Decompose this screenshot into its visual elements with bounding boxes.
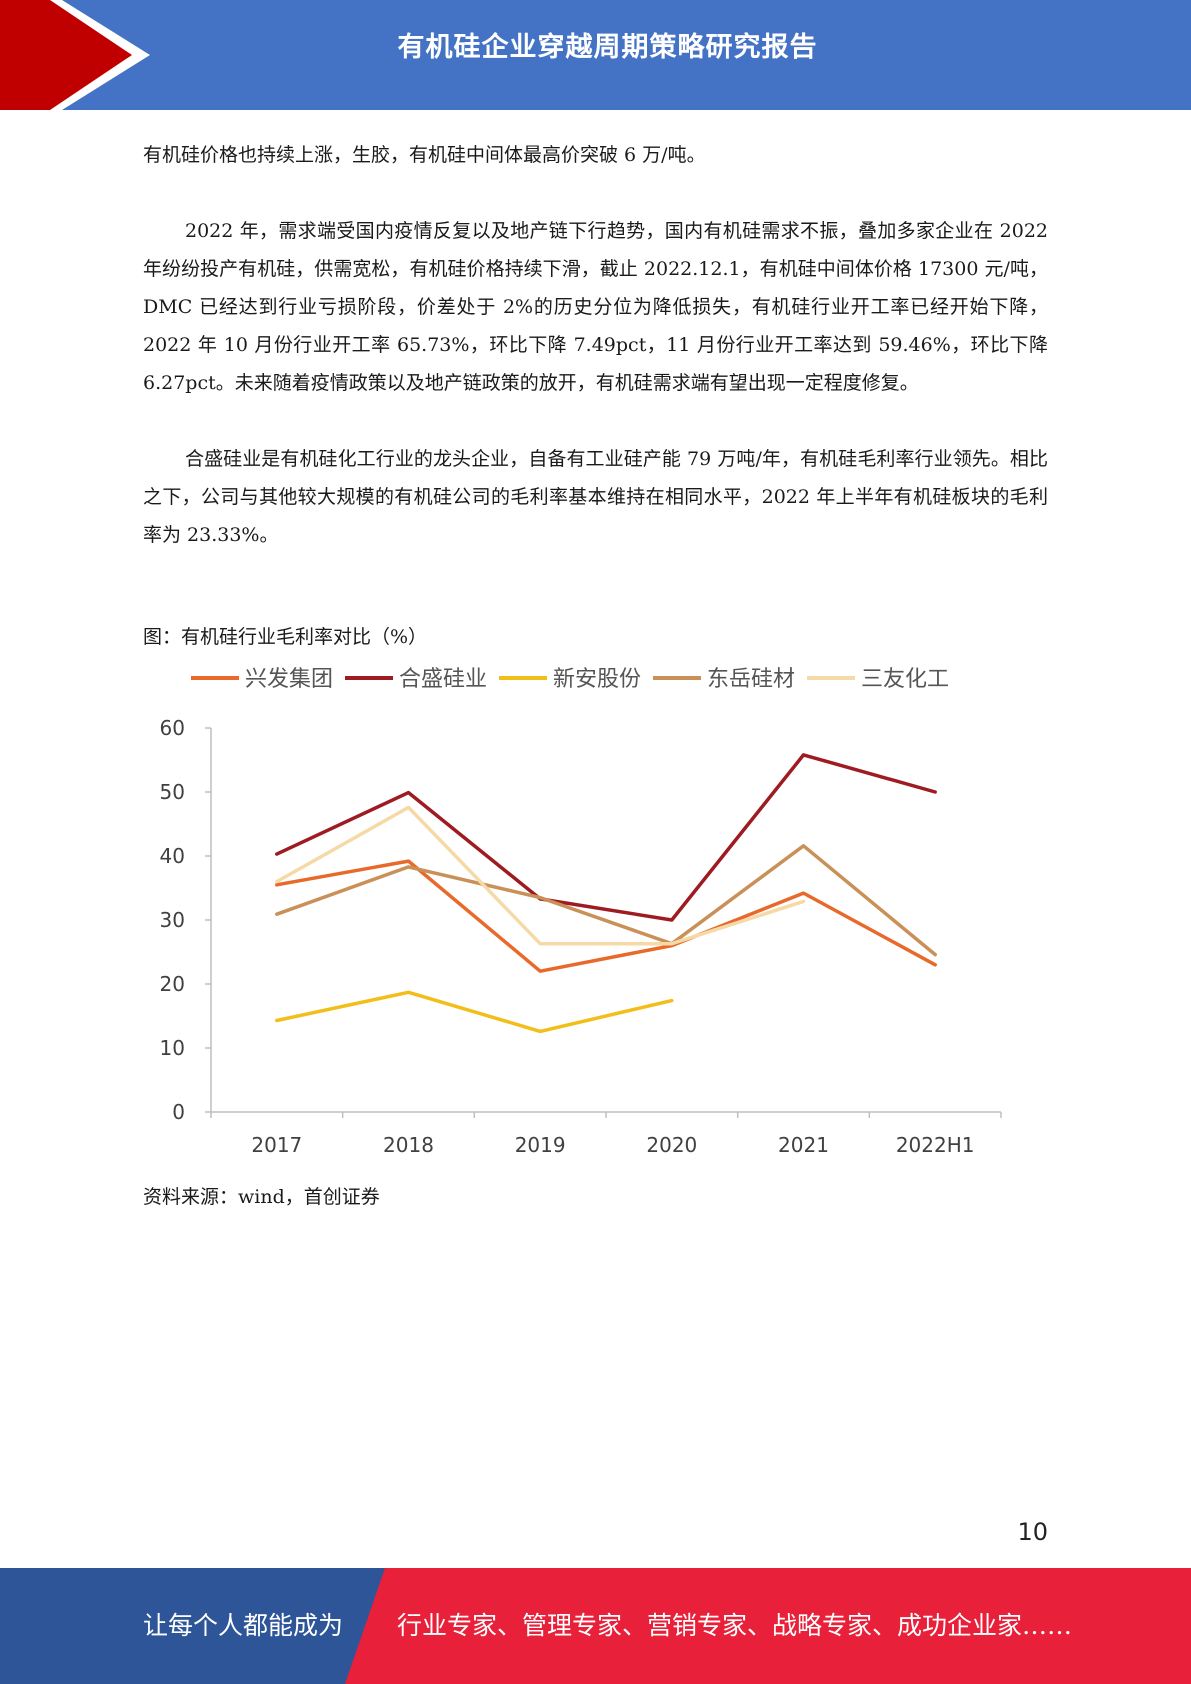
- chart-axes: 0 10 20 30 40 50 60 2017 2018 2019 2020 2021 2022H1: [160, 716, 1002, 1157]
- body-text: 有机硅价格也持续上涨，生胶，有机硅中间体最高价突破 6 万/吨。 2022 年，…: [143, 136, 1048, 554]
- chart-legend: 兴发集团 合盛硅业 新安股份 东岳硅材 三友化工: [191, 667, 949, 692]
- legend-label: 新安股份: [553, 667, 641, 692]
- series-line: [275, 859, 937, 973]
- y-tick-label: 0: [172, 1100, 185, 1124]
- y-tick-label: 20: [160, 972, 185, 996]
- x-tick-label: 2021: [778, 1133, 829, 1157]
- line-chart-svg: 兴发集团 合盛硅业 新安股份 东岳硅材 三友化工 0 10 20 30 40 50 60 2017 20…: [160, 667, 1002, 1157]
- x-tick-label: 2022H1: [896, 1133, 975, 1157]
- series-line: [275, 805, 806, 946]
- paragraph-2: 2022 年，需求端受国内疫情反复以及地产链下行趋势，国内有机硅需求不振，叠加多…: [143, 220, 1048, 394]
- gross-margin-chart: 兴发集团 合盛硅业 新安股份 东岳硅材 三友化工 0 10 20 30 40 50 60 2017 20…: [143, 656, 1023, 1176]
- x-tick-label: 2018: [383, 1133, 434, 1157]
- series-line: [275, 990, 674, 1034]
- legend-label: 东岳硅材: [707, 667, 795, 692]
- legend-label: 兴发集团: [245, 667, 333, 692]
- paragraph-3: 合盛硅业是有机硅化工行业的龙头企业，自备有工业硅产能 79 万吨/年，有机硅毛利…: [143, 448, 1048, 546]
- page-header: 有机硅企业穿越周期策略研究报告: [0, 0, 1191, 110]
- y-tick-label: 40: [160, 844, 185, 868]
- footer-background: [0, 1568, 1191, 1684]
- figure-source: 资料来源：wind，首创证券: [143, 1186, 380, 1208]
- page-footer: 让每个人都能成为 行业专家、管理专家、营销专家、战略专家、成功企业家……: [0, 1568, 1191, 1684]
- x-tick-label: 2019: [515, 1133, 566, 1157]
- legend-label: 三友化工: [861, 667, 949, 692]
- page-number: 10: [1017, 1518, 1048, 1546]
- paragraph-1: 有机硅价格也持续上涨，生胶，有机硅中间体最高价突破 6 万/吨。: [143, 144, 706, 166]
- legend-item: 兴发集团: [191, 667, 333, 692]
- footer-slogan-left: 让每个人都能成为: [143, 1611, 344, 1640]
- x-tick-label: 2017: [251, 1133, 302, 1157]
- header-arrow-decoration: [0, 0, 150, 110]
- x-tick-label: 2020: [646, 1133, 697, 1157]
- y-tick-label: 60: [160, 716, 185, 740]
- y-tick-label: 10: [160, 1036, 185, 1060]
- legend-label: 合盛硅业: [399, 667, 487, 692]
- y-tick-label: 30: [160, 908, 185, 932]
- figure-caption: 图：有机硅行业毛利率对比（%）: [143, 626, 428, 648]
- legend-item: 三友化工: [807, 667, 949, 692]
- series-line: [275, 753, 937, 922]
- legend-item: 东岳硅材: [653, 667, 795, 692]
- report-title: 有机硅企业穿越周期策略研究报告: [397, 32, 818, 63]
- chart-series: [275, 753, 937, 1034]
- legend-item: 合盛硅业: [345, 667, 487, 692]
- series-line: [275, 844, 937, 957]
- y-tick-label: 50: [160, 780, 185, 804]
- footer-slogan-right: 行业专家、管理专家、营销专家、战略专家、成功企业家……: [397, 1611, 1073, 1640]
- legend-item: 新安股份: [499, 667, 641, 692]
